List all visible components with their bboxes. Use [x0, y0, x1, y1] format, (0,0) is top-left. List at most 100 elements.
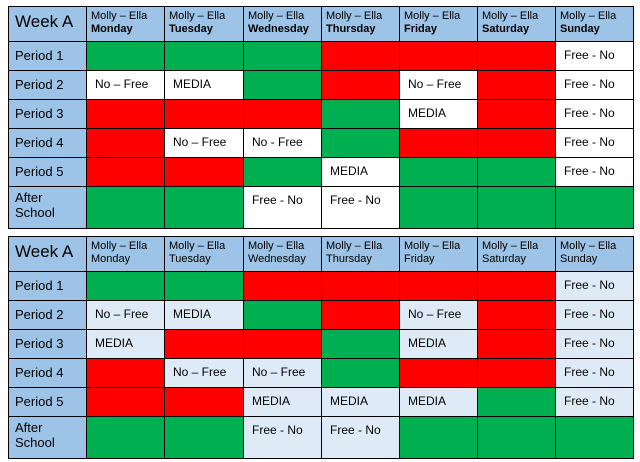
schedule-cell: [86, 99, 165, 129]
schedule-cell: [243, 271, 322, 301]
schedule-cell: [86, 358, 165, 388]
schedule-cell: [321, 70, 400, 100]
schedule-cell: [86, 387, 165, 417]
schedule-cell: Free - No: [555, 99, 634, 129]
schedule-cell: [164, 186, 244, 229]
day-header: Molly – Ella Tuesday: [164, 236, 244, 272]
schedule-cell: No – Free: [243, 358, 322, 388]
period-label: Period 1: [8, 41, 87, 71]
schedule-cell: No – Free: [86, 300, 165, 330]
period-label: After School: [8, 416, 87, 459]
day-header: Molly – Ella Monday: [86, 6, 165, 42]
schedule-cell: [243, 70, 322, 100]
day-header: Molly – Ella Wednesday: [243, 236, 322, 272]
schedule-cell: [243, 300, 322, 330]
day-header: Molly – Ella Friday: [399, 6, 478, 42]
schedule-cell: [86, 186, 165, 229]
schedule-cell: [321, 41, 400, 71]
schedule-cell: [477, 416, 556, 459]
schedule-cell: Free - No: [555, 128, 634, 158]
table-title: Week A: [8, 236, 87, 272]
schedule-cell: [399, 271, 478, 301]
table-title: Week A: [8, 6, 87, 42]
day-header: Molly – Ella Thursday: [321, 236, 400, 272]
schedule-cell: [243, 157, 322, 187]
schedule-cell: [555, 416, 634, 459]
schedule-cell: [399, 41, 478, 71]
schedule-cell: [86, 128, 165, 158]
schedule-cell: [86, 416, 165, 459]
schedule-cell: [321, 271, 400, 301]
schedule-cell: Free - No: [555, 300, 634, 330]
schedule-cell: [321, 329, 400, 359]
period-label: Period 3: [8, 329, 87, 359]
schedule-cell: [164, 41, 244, 71]
schedule-cell: Free - No: [243, 186, 322, 229]
schedule-cell: MEDIA: [321, 157, 400, 187]
schedule-cell: [321, 358, 400, 388]
schedule-cell: MEDIA: [321, 387, 400, 417]
schedule-cell: Free - No: [555, 271, 634, 301]
schedule-cell: No – Free: [164, 358, 244, 388]
schedule-cell: [477, 387, 556, 417]
schedule-cell: [477, 271, 556, 301]
schedule-cell: [399, 416, 478, 459]
timetable-week-a-bottom: Week A Molly – Ella Monday Molly – Ella Tu…: [8, 236, 634, 459]
schedule-cell: [399, 358, 478, 388]
day-header: Molly – Ella Saturday: [477, 236, 556, 272]
day-header: Molly – Ella Monday: [86, 236, 165, 272]
schedule-cell: MEDIA: [164, 300, 244, 330]
schedule-cell: Free - No: [321, 186, 400, 229]
schedule-cell: MEDIA: [243, 387, 322, 417]
period-label: Period 5: [8, 387, 87, 417]
timetable-week-a-top: Week A Molly – Ella Monday Molly – Ella Tu…: [8, 6, 634, 229]
schedule-cell: No – Free: [164, 128, 244, 158]
schedule-cell: [243, 99, 322, 129]
schedule-cell: [399, 186, 478, 229]
schedule-cell: [399, 157, 478, 187]
period-label: Period 2: [8, 300, 87, 330]
schedule-cell: Free - No: [555, 358, 634, 388]
schedule-cell: [555, 186, 634, 229]
schedule-cell: No – Free: [399, 300, 478, 330]
day-header: Molly – Ella Wednesday: [243, 6, 322, 42]
period-label: Period 4: [8, 128, 87, 158]
schedule-cell: No – Free: [86, 70, 165, 100]
period-label: Period 1: [8, 271, 87, 301]
period-label: Period 5: [8, 157, 87, 187]
schedule-cell: MEDIA: [86, 329, 165, 359]
period-label: After School: [8, 186, 87, 229]
schedule-cell: Free - No: [555, 70, 634, 100]
day-header: Molly – Ella Saturday: [477, 6, 556, 42]
schedule-cell: [321, 99, 400, 129]
schedule-cell: [477, 128, 556, 158]
day-header: Molly – Ella Tuesday: [164, 6, 244, 42]
day-header: Molly – Ella Friday: [399, 236, 478, 272]
schedule-cell: [164, 329, 244, 359]
schedule-cell: [164, 271, 244, 301]
schedule-cell: Free - No: [243, 416, 322, 459]
schedule-cell: [477, 358, 556, 388]
period-label: Period 2: [8, 70, 87, 100]
day-header: Molly – Ella Thursday: [321, 6, 400, 42]
schedule-cell: Free - No: [321, 416, 400, 459]
schedule-cell: [477, 186, 556, 229]
schedule-cell: [399, 128, 478, 158]
schedule-cell: MEDIA: [399, 329, 478, 359]
day-header: Molly – Ella Sunday: [555, 236, 634, 272]
schedule-cell: [321, 300, 400, 330]
schedule-cell: MEDIA: [164, 70, 244, 100]
schedule-cell: Free - No: [555, 387, 634, 417]
schedule-cell: [477, 70, 556, 100]
schedule-cell: [164, 157, 244, 187]
schedule-cell: Free - No: [555, 329, 634, 359]
schedule-cell: [86, 41, 165, 71]
schedule-cell: [243, 329, 322, 359]
schedule-cell: [86, 271, 165, 301]
schedule-cell: Free - No: [555, 41, 634, 71]
schedule-cell: [477, 157, 556, 187]
schedule-cell: [164, 99, 244, 129]
schedule-cell: [164, 387, 244, 417]
schedule-cell: [243, 41, 322, 71]
schedule-cell: [477, 300, 556, 330]
